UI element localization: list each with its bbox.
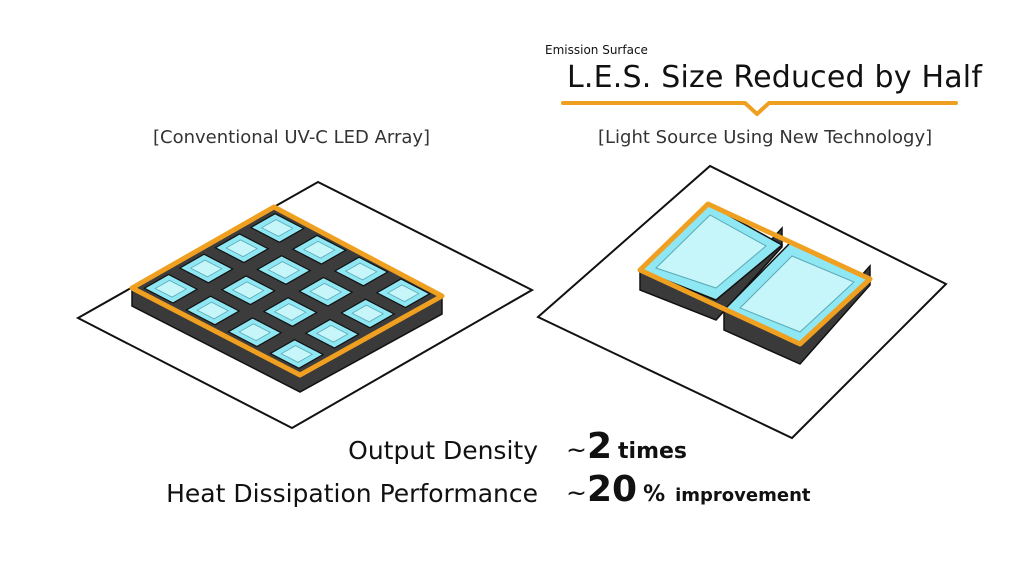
heat-dissipation-label: Heat Dissipation Performance [166,479,538,508]
led-cell-inner [386,284,420,303]
led-cell-inner [280,345,314,363]
emission-surface-label: Emission Surface [545,43,648,57]
led-cell-inner [315,324,349,343]
led-cell-inner [225,239,259,258]
heat-number: 20 [586,469,638,510]
led-cell-inner [267,261,301,279]
heat-tilde: ~ [566,478,587,507]
left-emission-outline [129,204,445,378]
led-cell-inner [273,303,307,321]
right-emission-outline [637,201,873,347]
heat-percent: % [643,482,666,507]
right-chip-2-inner [739,255,855,333]
led-cell-inner [231,281,265,300]
led-cell-inner [351,304,385,323]
left-caption: [Conventional UV-C LED Array] [153,127,431,148]
output-density-value: ~2 times [566,426,687,467]
right-caption: [Light Source Using New Technology] [598,127,933,148]
title-underline-bracket [561,101,958,116]
led-cell-inner [302,240,336,259]
led-cell-inner [238,323,272,342]
led-cell-inner [154,279,188,298]
right-chip-1-inner [655,214,767,289]
heat-dissipation-value: ~20% improvement [566,469,811,510]
density-number: 2 [586,426,613,467]
heat-unit: improvement [675,485,811,506]
density-tilde: ~ [566,435,587,464]
les-title: L.E.S. Size Reduced by Half [567,60,983,95]
led-cell-inner [344,262,378,281]
led-cell-inner [309,282,343,301]
led-cell-inner [196,301,230,320]
led-cell-inner [189,259,223,278]
led-cell-inner [260,219,294,237]
density-unit: times [618,439,688,464]
output-density-label: Output Density [348,436,538,465]
